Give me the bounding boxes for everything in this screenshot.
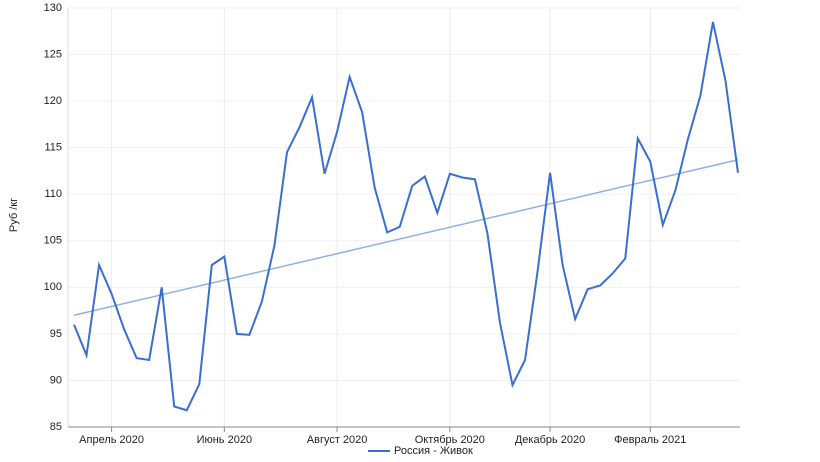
y-axis-label: Руб /кг xyxy=(8,198,20,232)
y-tick-label: 100 xyxy=(44,281,62,293)
x-tick-label: Декабрь 2020 xyxy=(515,434,585,446)
y-tick-label: 130 xyxy=(44,2,62,14)
y-tick-label: 105 xyxy=(44,235,62,247)
x-tick-label: Апрель 2020 xyxy=(79,434,144,446)
y-tick-label: 120 xyxy=(44,95,62,107)
x-tick-label: Февраль 2021 xyxy=(614,434,686,446)
x-tick-label: Август 2020 xyxy=(307,434,368,446)
y-tick-label: 115 xyxy=(44,142,62,154)
y-tick-label: 95 xyxy=(50,328,62,340)
trend-line xyxy=(73,159,739,316)
y-tick-label: 110 xyxy=(44,188,62,200)
x-tick-label: Октябрь 2020 xyxy=(415,434,485,446)
series-line xyxy=(73,21,739,412)
y-tick-label: 90 xyxy=(50,374,62,386)
y-tick-label: 125 xyxy=(44,48,62,60)
legend-label: Россия - Живок xyxy=(394,445,473,457)
y-tick-label: 85 xyxy=(50,421,62,433)
x-tick-label: Июнь 2020 xyxy=(197,434,253,446)
